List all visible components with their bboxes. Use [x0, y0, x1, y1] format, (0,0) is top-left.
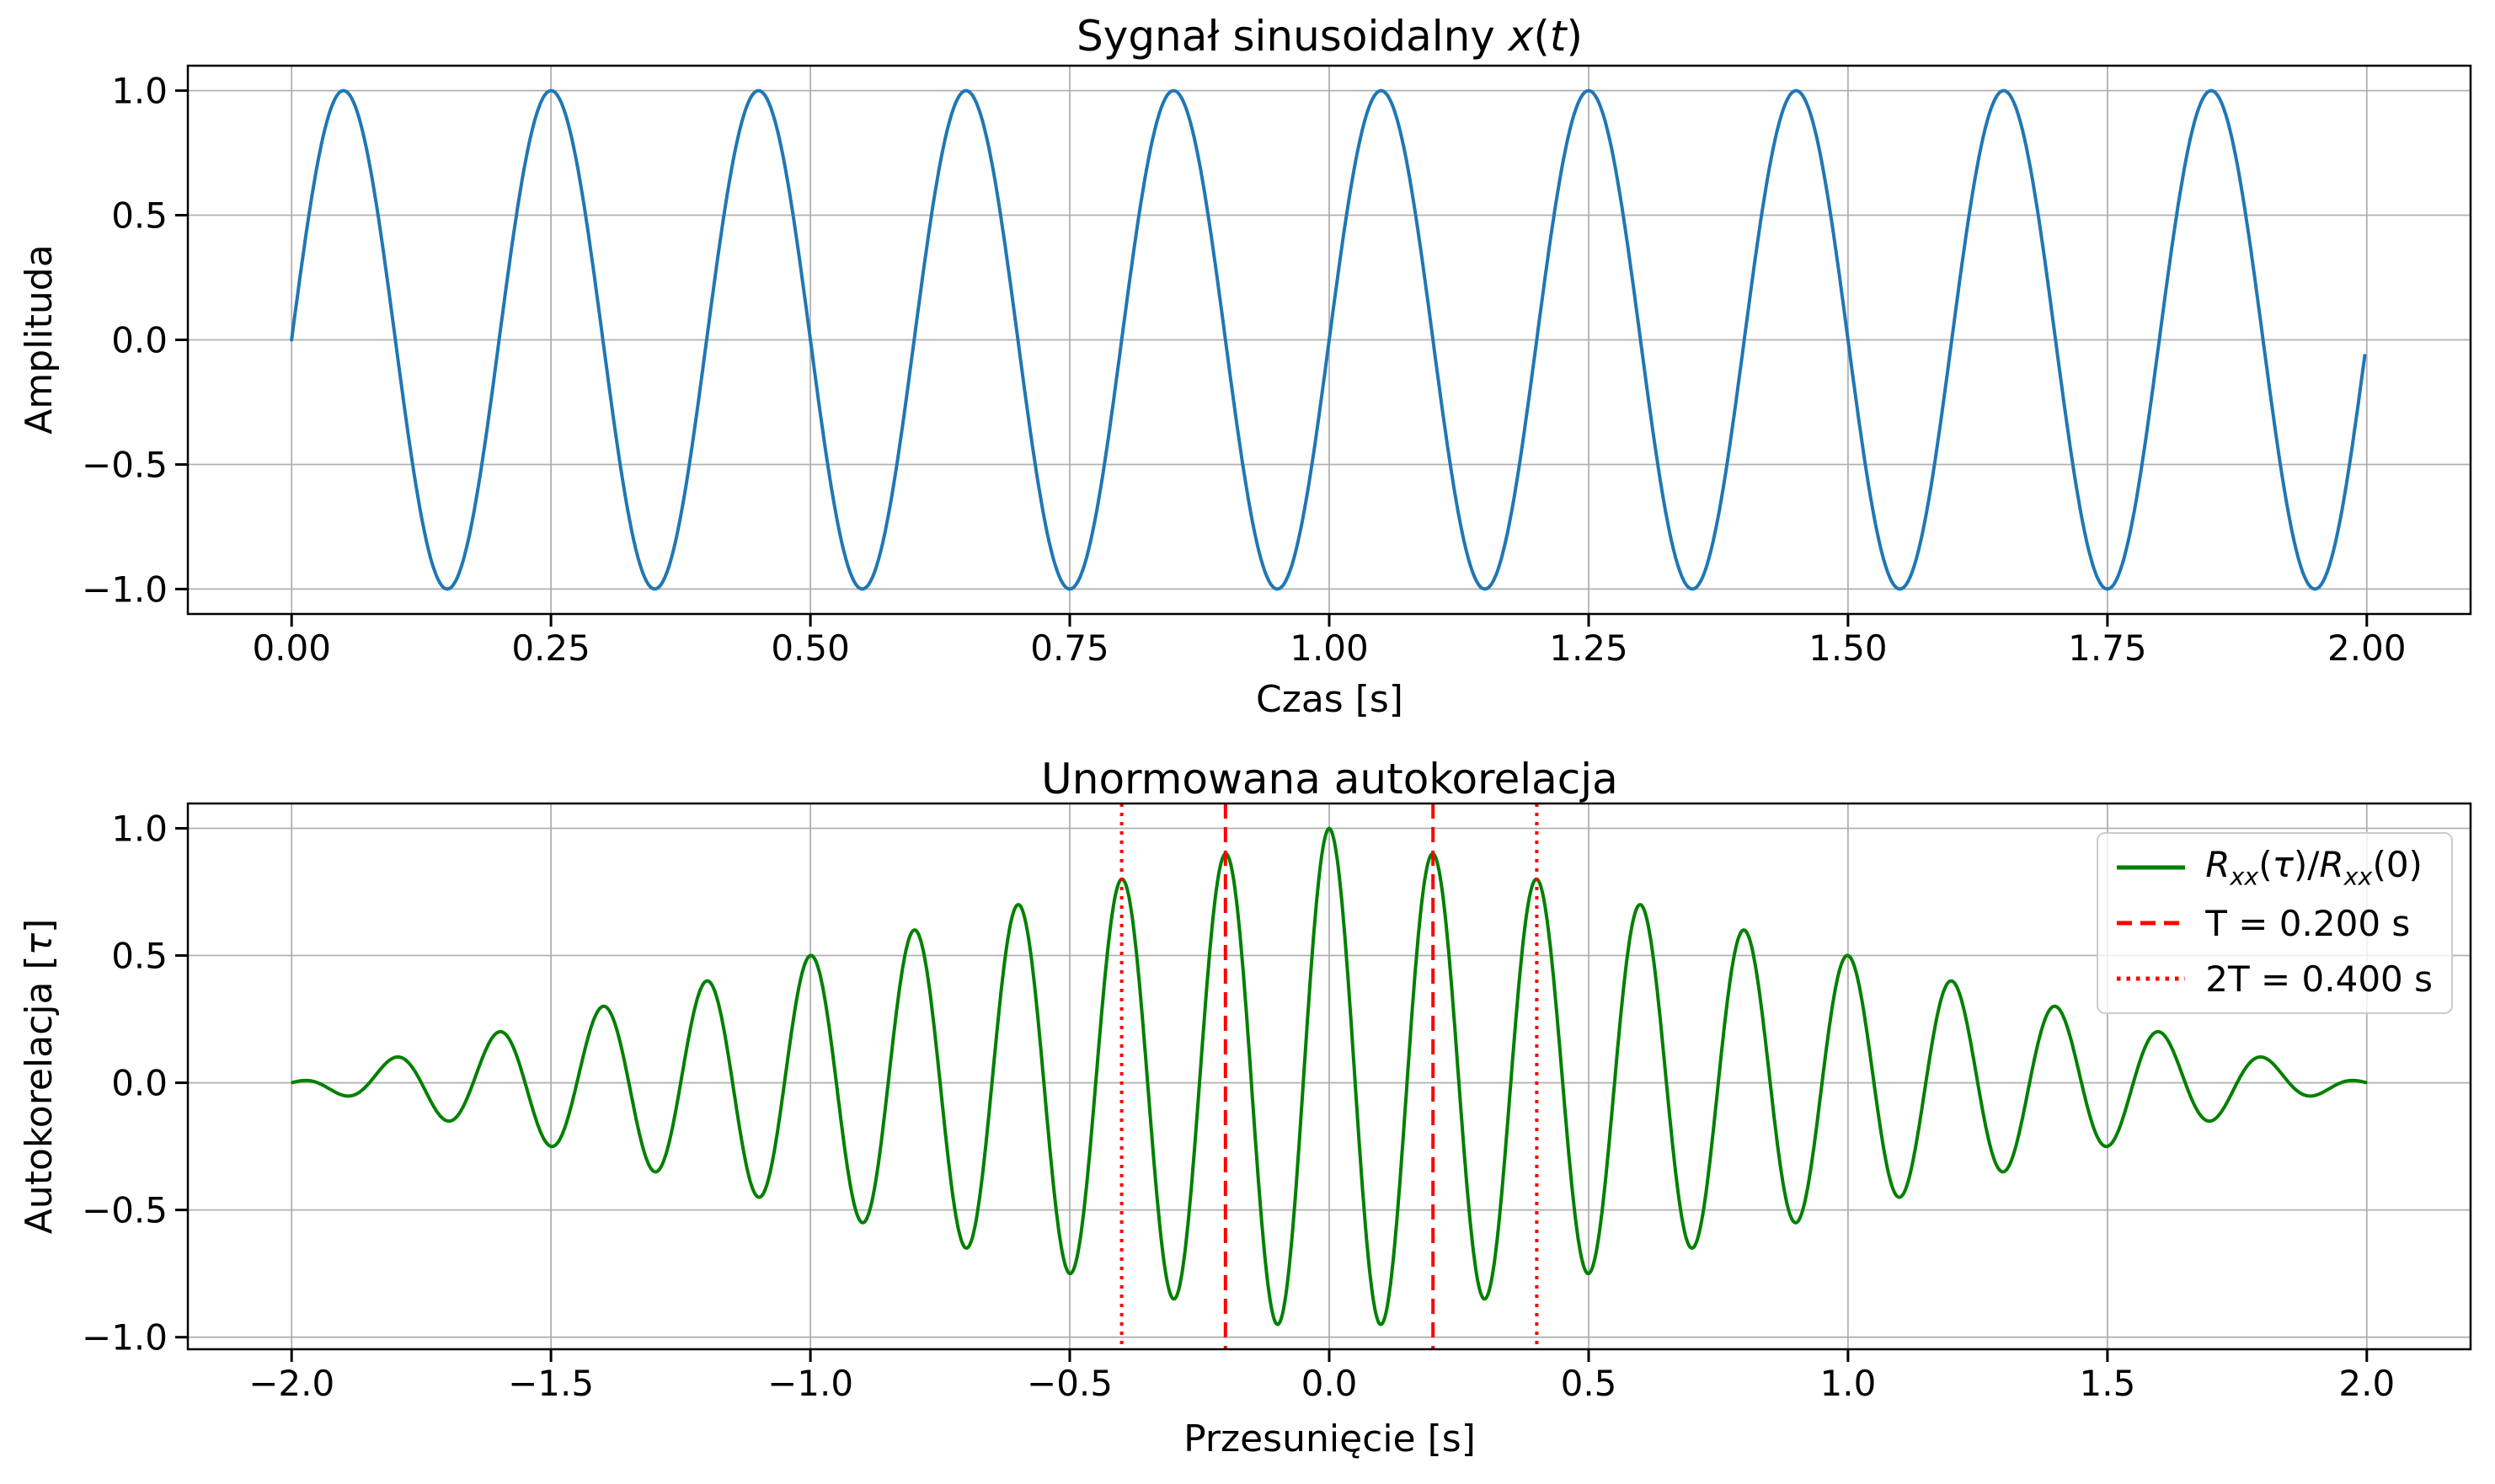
x-tick-label: −2.0 — [248, 1363, 334, 1404]
label-fragment: Unormowana autokorelacja — [1041, 755, 1618, 803]
x-tick-label: 0.75 — [1030, 627, 1109, 669]
label-fragment: (0) — [2372, 844, 2423, 886]
x-tick-label: −1.5 — [508, 1363, 594, 1404]
label-fragment: t — [1549, 12, 1567, 61]
y-tick-label: 1.0 — [111, 71, 168, 112]
subplot-autocorr: −2.0 −1.5 −1.0 −0.5 0.0 0.5 1.0 1.5 2.0 −1.0 −0.5 0… — [82, 802, 2472, 1404]
sine-curve — [290, 88, 2367, 591]
label-fragment: τ — [18, 932, 61, 956]
x-tick-label: 0.0 — [1301, 1363, 1358, 1404]
x-tick-label: 0.25 — [511, 627, 590, 669]
legend-label: Rxx(τ)/Rxx(0) — [2205, 844, 2423, 890]
plot2-xlabel: Przesunięcie [s] — [1183, 1417, 1476, 1460]
legend-label: T = 0.200 s — [2205, 902, 2411, 944]
legend-line-dashed — [2117, 921, 2186, 926]
legend-entry-period-2T: 2T = 0.400 s — [2115, 955, 2433, 1002]
legend-entry-period-T: T = 0.200 s — [2115, 899, 2433, 947]
legend-label: 2T = 0.400 s — [2205, 958, 2433, 1000]
y-tick-label: 0.5 — [111, 936, 168, 977]
x-tick-label: −1.0 — [767, 1363, 853, 1404]
label-fragment: R — [2319, 844, 2344, 886]
label-fragment: ( — [1533, 12, 1550, 61]
label-fragment: x — [1508, 12, 1534, 61]
y-tick-label: −0.5 — [82, 1190, 168, 1231]
legend-line-dotted — [2117, 976, 2186, 981]
label-fragment: ( — [2258, 844, 2273, 886]
label-fragment: Autokorelacja [ — [18, 955, 61, 1235]
y-tick-label: −0.5 — [82, 445, 168, 486]
x-tick-label: 0.5 — [1561, 1363, 1617, 1404]
legend-entry-autocorr: Rxx(τ)/Rxx(0) — [2115, 844, 2433, 891]
x-tick-label: 0.50 — [771, 627, 850, 669]
x-tick-label: 1.0 — [1820, 1363, 1877, 1404]
legend-line-solid — [2117, 865, 2186, 870]
label-fragment: ) — [1566, 12, 1584, 61]
x-tick-label: −0.5 — [1027, 1363, 1113, 1404]
y-tick-label: 1.0 — [111, 809, 168, 850]
legend: Rxx(τ)/Rxx(0) T = 0.200 s 2T = 0.400 s — [2097, 832, 2453, 1014]
x-tick-label: 1.50 — [1808, 627, 1888, 669]
x-tick-label: 1.00 — [1290, 627, 1369, 669]
plot1-title: Sygnał sinusoidalny x(t) — [188, 12, 2471, 61]
x-tick-label: 2.0 — [2338, 1363, 2395, 1404]
x-tick-label: 0.00 — [252, 627, 331, 669]
label-fragment: Sygnał sinusoidalny — [1076, 12, 1509, 61]
label-fragment: xx — [2343, 862, 2373, 891]
subplot-sine: 0.00 0.25 0.50 0.75 1.00 1.25 1.50 1.75 2.00 −1.0… — [82, 64, 2472, 669]
y-tick-label: 0.0 — [111, 320, 168, 361]
y-tick-label: 0.5 — [111, 195, 168, 237]
plot2-ylabel: Autokorelacja [τ] — [18, 918, 61, 1235]
plot1-ylabel: Amplituda — [18, 244, 61, 435]
x-tick-label: 1.25 — [1549, 627, 1628, 669]
y-tick-label: 0.0 — [111, 1063, 168, 1104]
label-fragment: τ — [2272, 844, 2294, 886]
plot2-title: Unormowana autokorelacja — [188, 755, 2471, 803]
y-tick-label: −1.0 — [82, 569, 168, 610]
x-tick-label: 1.75 — [2068, 627, 2147, 669]
plot1-xlabel: Czas [s] — [1256, 678, 1403, 721]
y-tick-label: −1.0 — [82, 1317, 168, 1359]
x-tick-label: 1.5 — [2080, 1363, 2136, 1404]
label-fragment: R — [2205, 844, 2231, 886]
label-fragment: )/ — [2293, 844, 2320, 886]
x-tick-label: 2.00 — [2327, 627, 2407, 669]
autocorr-curve — [291, 826, 2368, 1327]
label-fragment: xx — [2230, 862, 2259, 891]
label-fragment: ] — [18, 918, 61, 933]
